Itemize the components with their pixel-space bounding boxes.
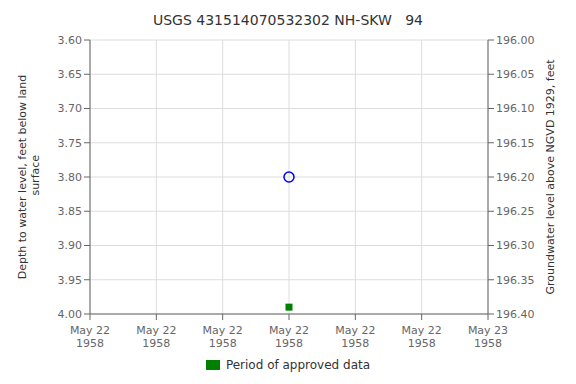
svg-text:May 221958: May 221958: [136, 324, 176, 350]
svg-text:3.95: 3.95: [58, 274, 83, 287]
svg-text:196.00: 196.00: [496, 34, 535, 47]
svg-text:3.65: 3.65: [58, 68, 83, 81]
svg-text:196.35: 196.35: [496, 274, 535, 287]
svg-text:May 231958: May 231958: [468, 324, 508, 350]
html-text:USGS 431514070532302 NH-SKW 94: USGS 431514070532302 NH-SKW 94: [153, 12, 423, 28]
svg-text:Depth to water level, feet bel: Depth to water level, feet below land su…: [16, 75, 42, 280]
svg-text:May 221958: May 221958: [335, 324, 375, 350]
svg-text:3.60: 3.60: [58, 34, 83, 47]
svg-text:196.20: 196.20: [496, 171, 535, 184]
svg-text:3.90: 3.90: [58, 239, 83, 252]
svg-text:196.40: 196.40: [496, 308, 535, 321]
svg-text:3.80: 3.80: [58, 171, 83, 184]
html-text:Period of approved data: Period of approved data: [225, 358, 371, 372]
svg-text:196.05: 196.05: [496, 68, 535, 81]
svg-text:196.25: 196.25: [496, 205, 535, 218]
svg-text:May 221958: May 221958: [70, 324, 110, 350]
svg-text:196.10: 196.10: [496, 102, 535, 115]
svg-text:Groundwater level above NGVD 1: Groundwater level above NGVD 1929, feet: [544, 59, 557, 295]
svg-text:May 221958: May 221958: [203, 324, 243, 350]
svg-text:196.30: 196.30: [496, 239, 535, 252]
svg-text:May 221958: May 221958: [269, 324, 309, 350]
svg-text:May 221958: May 221958: [402, 324, 442, 350]
svg-text:3.75: 3.75: [58, 137, 83, 150]
svg-text:3.85: 3.85: [58, 205, 83, 218]
svg-text:196.15: 196.15: [496, 137, 535, 150]
svg-text:3.70: 3.70: [58, 102, 83, 115]
svg-text:4.00: 4.00: [58, 308, 83, 321]
